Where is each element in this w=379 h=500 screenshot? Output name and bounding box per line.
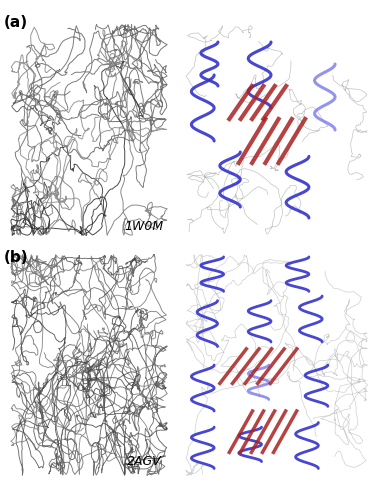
Text: (a): (a) <box>4 15 28 30</box>
Text: 2AGV: 2AGV <box>127 455 161 468</box>
Text: (b): (b) <box>4 250 28 265</box>
Text: 1W0M: 1W0M <box>124 220 164 233</box>
